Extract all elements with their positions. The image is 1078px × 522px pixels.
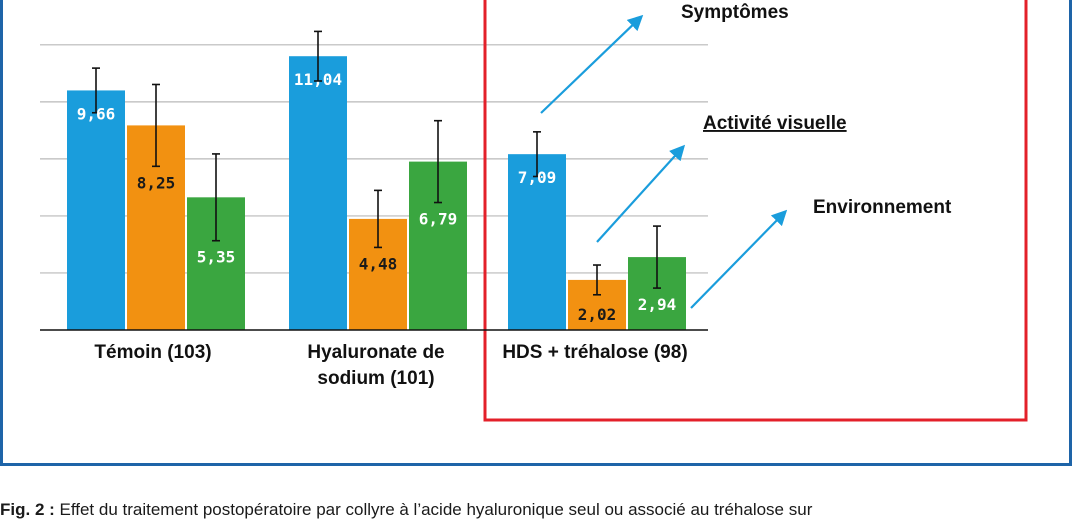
value-labels: 9,66 11,04 7,09 8,25 4,48 2,02 5,35 6,79 2,94 <box>77 70 677 324</box>
value-label: 6,79 <box>419 210 458 229</box>
value-label: 7,09 <box>518 168 557 187</box>
bars <box>67 56 686 331</box>
category-label: Hyaluronate de <box>307 342 444 363</box>
annotation-label: Environnement <box>813 197 952 218</box>
error-bars <box>92 30 661 296</box>
annotation-arrow <box>596 144 686 243</box>
annotation-label: Symptômes <box>681 2 789 23</box>
value-label: 11,04 <box>294 70 342 89</box>
annotation-labels: Symptômes Activité visuelle Environnement <box>681 2 952 218</box>
value-label: 2,94 <box>638 295 677 314</box>
bar-chart: 9,66 11,04 7,09 8,25 4,48 2,02 5,35 6,79 2,94 Té… <box>40 0 1028 422</box>
value-label: 2,02 <box>578 305 617 324</box>
figure-frame <box>0 0 1072 466</box>
category-label: sodium (101) <box>317 368 434 389</box>
value-label: 4,48 <box>359 254 398 273</box>
value-label: 8,25 <box>137 173 176 192</box>
annotation-label: Activité visuelle <box>703 113 847 134</box>
highlight-box <box>483 0 1028 422</box>
value-label: 9,66 <box>77 104 116 123</box>
bar-0-1 <box>289 56 347 330</box>
caption-prefix: Fig. 2 : <box>0 500 55 519</box>
caption-text: Effet du traitement postopératoire par c… <box>54 500 813 519</box>
annotation-arrows <box>540 14 788 309</box>
annotation-arrow <box>540 14 644 114</box>
value-label: 5,35 <box>197 248 236 267</box>
category-label: HDS + tréhalose (98) <box>502 342 687 363</box>
highlight-rect <box>483 0 1028 422</box>
category-label: Témoin (103) <box>94 342 211 363</box>
figure-caption: Fig. 2 : Effet du traitement postopérato… <box>0 498 1078 522</box>
bar-0-2 <box>508 154 566 330</box>
category-labels: Témoin (103) Hyaluronate de sodium (101) HD… <box>94 342 687 389</box>
bar-0-0 <box>67 90 125 330</box>
annotation-arrow <box>690 209 788 309</box>
